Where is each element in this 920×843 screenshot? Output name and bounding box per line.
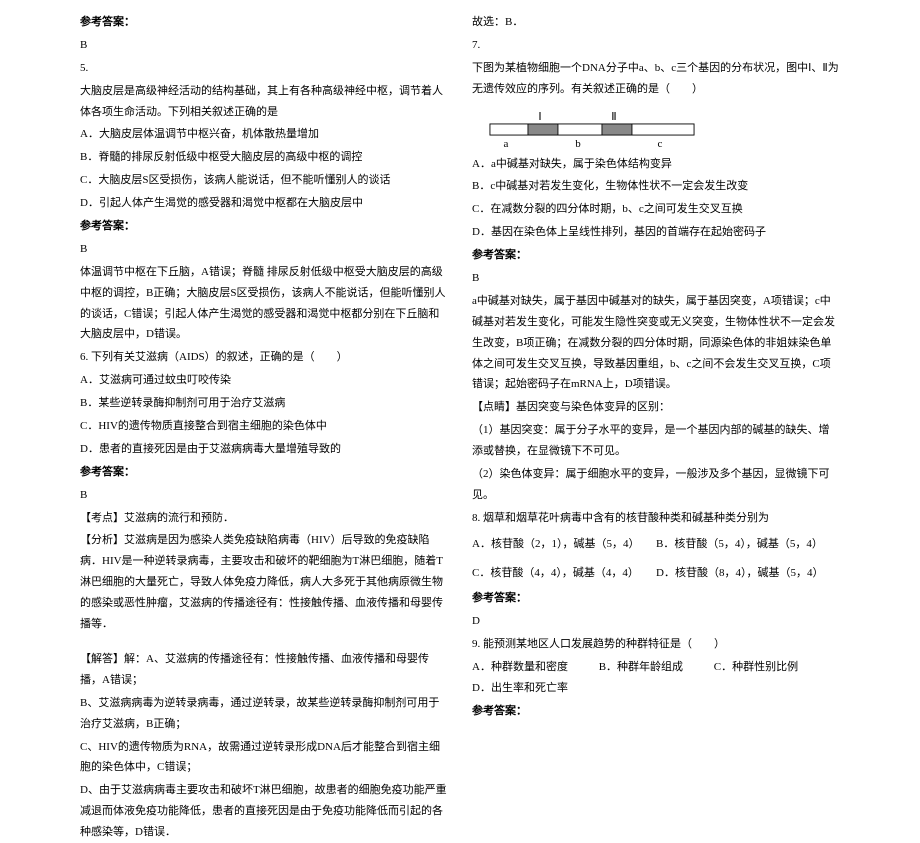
q8-options-row2: C．核苷酸（4，4），碱基（4，4） D．核苷酸（8，4），碱基（5，4）: [472, 560, 840, 587]
q7-option-a: A．a中碱基对缺失，属于染色体结构变异: [472, 154, 840, 175]
answer-value: B: [80, 35, 448, 56]
svg-text:a: a: [504, 138, 509, 148]
answer-label: 参考答案：: [472, 701, 840, 722]
q5-option-a: A．大脑皮层体温调节中枢兴奋，机体散热量增加: [80, 124, 448, 145]
q7-dianjing-1: （1）基因突变：属于分子水平的变异，是一个基因内部的碱基的缺失、增添或替换，在显…: [472, 420, 840, 462]
q8-options-row1: A．核苷酸（2，1），碱基（5，4） B．核苷酸（5，4），碱基（5，4）: [472, 531, 840, 558]
q7-option-c: C．在减数分裂的四分体时期，b、c之间可发生交叉互换: [472, 199, 840, 220]
q8-option-c: C．核苷酸（4，4），碱基（4，4）: [472, 563, 656, 584]
q7-dianjing-2: （2）染色体变异：属于细胞水平的变异，一般涉及多个基因，显微镜下可见。: [472, 464, 840, 506]
answer-value: B: [80, 485, 448, 506]
q9-options: A．种群数量和密度 B．种群年龄组成 C．种群性别比例 D．出生率和死亡率: [472, 657, 840, 699]
answer-label: 参考答案：: [80, 216, 448, 237]
q6-option-a: A．艾滋病可通过蚊虫叮咬传染: [80, 370, 448, 391]
q7-option-d: D．基因在染色体上呈线性排列，基因的首端存在起始密码子: [472, 222, 840, 243]
q7-number: 7.: [472, 35, 840, 56]
spacer: [80, 637, 448, 647]
svg-text:Ⅱ: Ⅱ: [611, 111, 616, 123]
answer-label: 参考答案：: [80, 462, 448, 483]
q5-number: 5.: [80, 58, 448, 79]
q5-stem: 大脑皮层是高级神经活动的结构基础，其上有各种高级神经中枢，调节着人体各项生命活动…: [80, 81, 448, 123]
q7-option-b: B．c中碱基对若发生变化，生物体性状不一定会发生改变: [472, 176, 840, 197]
dna-diagram: Ⅰ Ⅱa b c: [482, 106, 840, 148]
q9-option-a: A．种群数量和密度: [472, 657, 568, 678]
q6-kaodian: 【考点】艾滋病的流行和预防．: [80, 508, 448, 529]
q7-explanation: a中碱基对缺失，属于基因中碱基对的缺失，属于基因突变，A项错误；c中碱基对若发生…: [472, 291, 840, 395]
conclusion: 故选：B．: [472, 12, 840, 33]
q9-option-d: D．出生率和死亡率: [472, 678, 568, 699]
q7-dianjing: 【点睛】基因突变与染色体变异的区别：: [472, 397, 840, 418]
q6-option-c: C．HIV的遗传物质直接整合到宿主细胞的染色体中: [80, 416, 448, 437]
q8-option-b: B．核苷酸（5，4），碱基（5，4）: [656, 534, 840, 555]
q8-option-d: D．核苷酸（8，4），碱基（5，4）: [656, 563, 840, 584]
answer-value: B: [472, 268, 840, 289]
q6-stem: 6. 下列有关艾滋病（AIDS）的叙述，正确的是（ ）: [80, 347, 448, 368]
left-column: 参考答案： B 5. 大脑皮层是高级神经活动的结构基础，其上有各种高级神经中枢，…: [20, 10, 460, 641]
q6-jieda-2: B、艾滋病病毒为逆转录病毒，通过逆转录，故某些逆转录酶抑制剂可用于治疗艾滋病，B…: [80, 693, 448, 735]
svg-text:c: c: [658, 138, 663, 148]
answer-value: B: [80, 239, 448, 260]
q6-jieda-1: 【解答】解：A、艾滋病的传播途径有：性接触传播、血液传播和母婴传播，A错误；: [80, 649, 448, 691]
q9-option-b: B．种群年龄组成: [599, 657, 683, 678]
q9-option-c: C．种群性别比例: [714, 657, 798, 678]
q5-option-d: D．引起人体产生渴觉的感受器和渴觉中枢都在大脑皮层中: [80, 193, 448, 214]
right-column: 故选：B． 7. 下图为某植物细胞一个DNA分子中a、b、c三个基因的分布状况，…: [460, 10, 900, 641]
q6-jieda-4: D、由于艾滋病病毒主要攻击和破坏T淋巴细胞，故患者的细胞免疫功能严重减退而体液免…: [80, 780, 448, 843]
q6-option-b: B．某些逆转录酶抑制剂可用于治疗艾滋病: [80, 393, 448, 414]
q5-option-c: C．大脑皮层S区受损伤，该病人能说话，但不能听懂别人的谈话: [80, 170, 448, 191]
q8-option-a: A．核苷酸（2，1），碱基（5，4）: [472, 534, 656, 555]
dna-diagram-svg: Ⅰ Ⅱa b c: [482, 106, 702, 148]
q8-stem: 8. 烟草和烟草花叶病毒中含有的核苷酸种类和碱基种类分别为: [472, 508, 840, 529]
q7-stem: 下图为某植物细胞一个DNA分子中a、b、c三个基因的分布状况，图中Ⅰ、Ⅱ为无遗传…: [472, 58, 840, 100]
answer-label: 参考答案：: [80, 12, 448, 33]
q5-explanation: 体温调节中枢在下丘脑，A错误；脊髓 排尿反射低级中枢受大脑皮层的高级中枢的调控，…: [80, 262, 448, 346]
answer-value: D: [472, 611, 840, 632]
svg-text:Ⅰ: Ⅰ: [538, 111, 541, 123]
q9-stem: 9. 能预测某地区人口发展趋势的种群特征是（ ）: [472, 634, 840, 655]
q6-fenxi: 【分析】艾滋病是因为感染人类免疫缺陷病毒（HIV）后导致的免疫缺陷病．HIV是一…: [80, 530, 448, 634]
answer-label: 参考答案：: [472, 245, 840, 266]
q6-jieda-3: C、HIV的遗传物质为RNA，故需通过逆转录形成DNA后才能整合到宿主细胞的染色…: [80, 737, 448, 779]
q5-option-b: B．脊髓的排尿反射低级中枢受大脑皮层的高级中枢的调控: [80, 147, 448, 168]
q6-option-d: D．患者的直接死因是由于艾滋病病毒大量增殖导致的: [80, 439, 448, 460]
answer-label: 参考答案：: [472, 588, 840, 609]
svg-text:b: b: [575, 138, 581, 148]
